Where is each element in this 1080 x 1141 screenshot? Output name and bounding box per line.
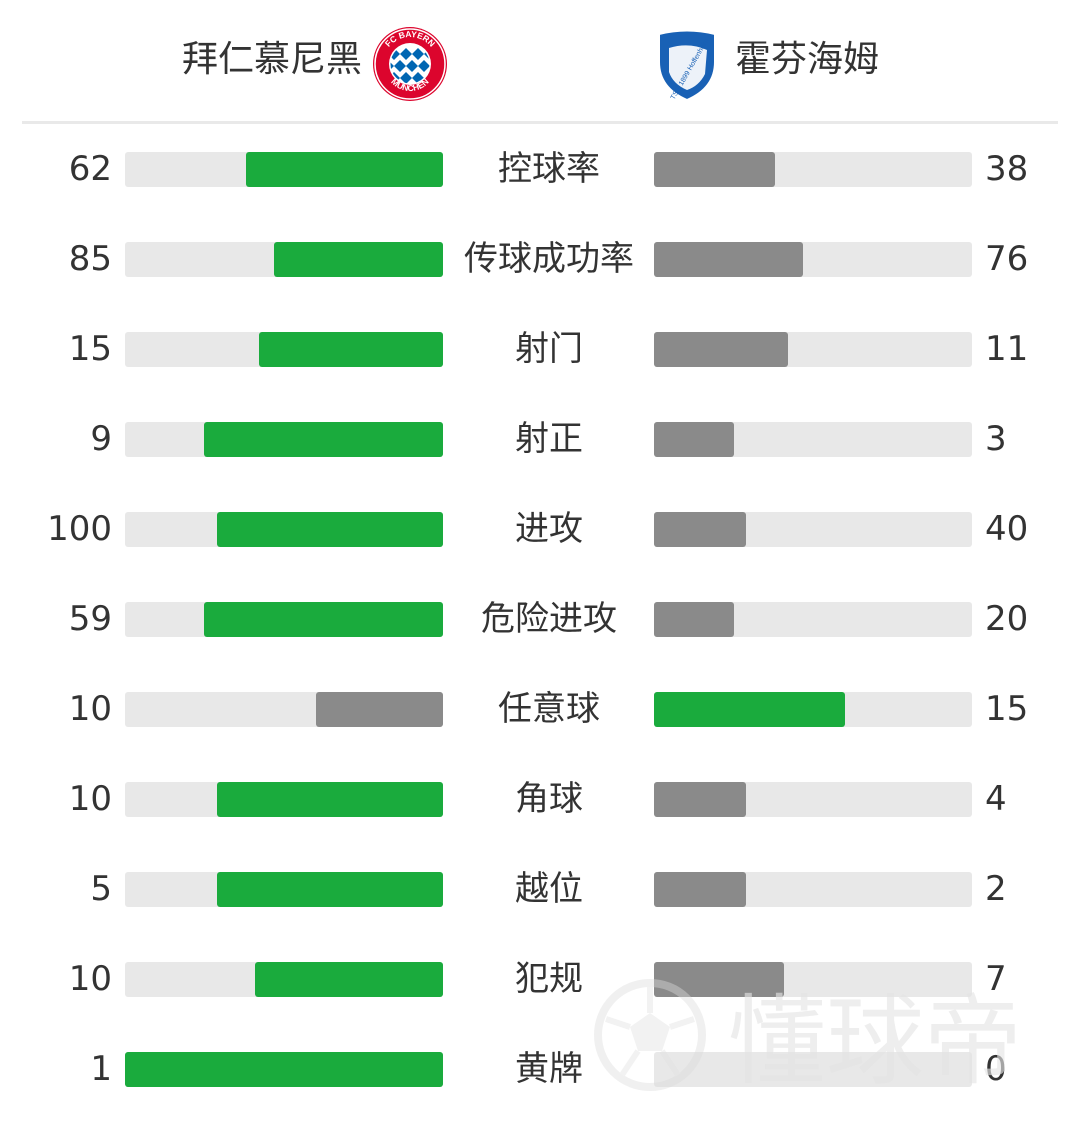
home-stat-bar-fill (125, 1052, 443, 1087)
away-stat-bar (654, 692, 972, 727)
away-team-name[interactable]: 霍芬海姆 (735, 39, 880, 80)
stat-label: 控球率 (498, 149, 600, 189)
home-stat-bar-fill (217, 782, 443, 817)
stat-row: 59 危险进攻 20 (0, 601, 1080, 691)
stat-row: 1 黄牌 0 (0, 1051, 1080, 1141)
home-stat-bar-fill (204, 422, 443, 457)
stat-row: 9 射正 3 (0, 421, 1080, 511)
home-stat-bar-fill (217, 512, 443, 547)
away-stat-value: 4 (985, 779, 1007, 819)
stat-label: 进攻 (515, 509, 583, 549)
home-stat-value: 1 (90, 1049, 112, 1089)
stat-label: 黄牌 (515, 1049, 583, 1089)
home-stat-bar-fill (204, 602, 443, 637)
stat-row: 10 任意球 15 (0, 691, 1080, 781)
away-stat-bar-fill (654, 602, 734, 637)
away-stat-bar (654, 152, 972, 187)
away-stat-value: 3 (985, 419, 1007, 459)
away-stat-bar (654, 1052, 972, 1087)
away-stat-bar (654, 422, 972, 457)
stat-row: 62 控球率 38 (0, 151, 1080, 241)
stat-label: 角球 (515, 779, 583, 819)
away-stat-value: 7 (985, 959, 1007, 999)
home-stat-bar (125, 512, 443, 547)
home-stat-bar (125, 332, 443, 367)
away-stat-bar-fill (654, 782, 746, 817)
away-stat-bar-fill (654, 872, 746, 907)
away-stat-bar-fill (654, 962, 784, 997)
home-stat-bar-fill (255, 962, 443, 997)
home-stat-bar (125, 1052, 443, 1087)
stat-label: 犯规 (515, 959, 583, 999)
away-stat-bar-fill (654, 512, 746, 547)
home-stat-bar-fill (246, 152, 443, 187)
stat-label: 射正 (515, 419, 583, 459)
home-stat-value: 85 (68, 239, 112, 279)
away-stat-value: 20 (985, 599, 1029, 639)
away-stat-bar-fill (654, 242, 803, 277)
home-stat-value: 62 (68, 149, 112, 189)
home-stat-bar (125, 152, 443, 187)
home-stat-bar (125, 602, 443, 637)
home-stat-bar-fill (259, 332, 443, 367)
stat-row: 10 角球 4 (0, 781, 1080, 871)
away-stat-bar (654, 782, 972, 817)
home-stat-value: 59 (68, 599, 112, 639)
home-stat-bar-fill (217, 872, 443, 907)
home-stat-value: 10 (68, 689, 112, 729)
home-stat-bar (125, 242, 443, 277)
header-divider (22, 121, 1058, 124)
away-stat-value: 2 (985, 869, 1007, 909)
home-stat-value: 10 (68, 779, 112, 819)
away-stat-bar (654, 512, 972, 547)
away-stat-value: 38 (985, 149, 1029, 189)
home-stat-value: 15 (68, 329, 112, 369)
home-stat-bar (125, 692, 443, 727)
stat-row: 5 越位 2 (0, 871, 1080, 961)
match-header: 拜仁慕尼黑 FC BA (0, 0, 1080, 120)
away-stat-value: 40 (985, 509, 1029, 549)
away-stat-bar-fill (654, 332, 788, 367)
away-stat-value: 11 (985, 329, 1029, 369)
away-stat-bar-fill (654, 152, 775, 187)
hoffenheim-logo-icon[interactable]: TSG 1899 Hoffenheim (655, 28, 719, 102)
stat-row: 85 传球成功率 76 (0, 241, 1080, 331)
home-stat-bar-fill (316, 692, 443, 727)
home-stat-value: 100 (47, 509, 112, 549)
away-stat-bar (654, 872, 972, 907)
stat-label: 危险进攻 (481, 599, 617, 639)
stat-row: 100 进攻 40 (0, 511, 1080, 601)
away-stat-bar (654, 242, 972, 277)
home-stat-bar (125, 962, 443, 997)
stat-row: 10 犯规 7 (0, 961, 1080, 1051)
away-stat-value: 76 (985, 239, 1029, 279)
stat-label: 越位 (515, 869, 583, 909)
stat-label: 传球成功率 (464, 239, 634, 279)
away-stat-value: 0 (985, 1049, 1007, 1089)
bayern-munich-logo-icon[interactable]: FC BAYERN MÜNCHEN (372, 26, 448, 102)
away-stat-bar (654, 602, 972, 637)
away-stat-bar-fill (654, 692, 845, 727)
home-team-name[interactable]: 拜仁慕尼黑 (182, 39, 363, 80)
stat-label: 任意球 (498, 689, 600, 729)
away-stat-value: 15 (985, 689, 1029, 729)
home-stat-value: 5 (90, 869, 112, 909)
stat-row: 15 射门 11 (0, 331, 1080, 421)
home-stat-bar (125, 872, 443, 907)
away-stat-bar-fill (654, 422, 734, 457)
home-stat-value: 10 (68, 959, 112, 999)
home-stat-bar-fill (274, 242, 443, 277)
away-stat-bar (654, 332, 972, 367)
svg-text:MÜNCHEN: MÜNCHEN (389, 76, 430, 93)
home-stat-bar (125, 422, 443, 457)
home-stat-value: 9 (90, 419, 112, 459)
away-stat-bar (654, 962, 972, 997)
stat-label: 射门 (515, 329, 583, 369)
home-stat-bar (125, 782, 443, 817)
